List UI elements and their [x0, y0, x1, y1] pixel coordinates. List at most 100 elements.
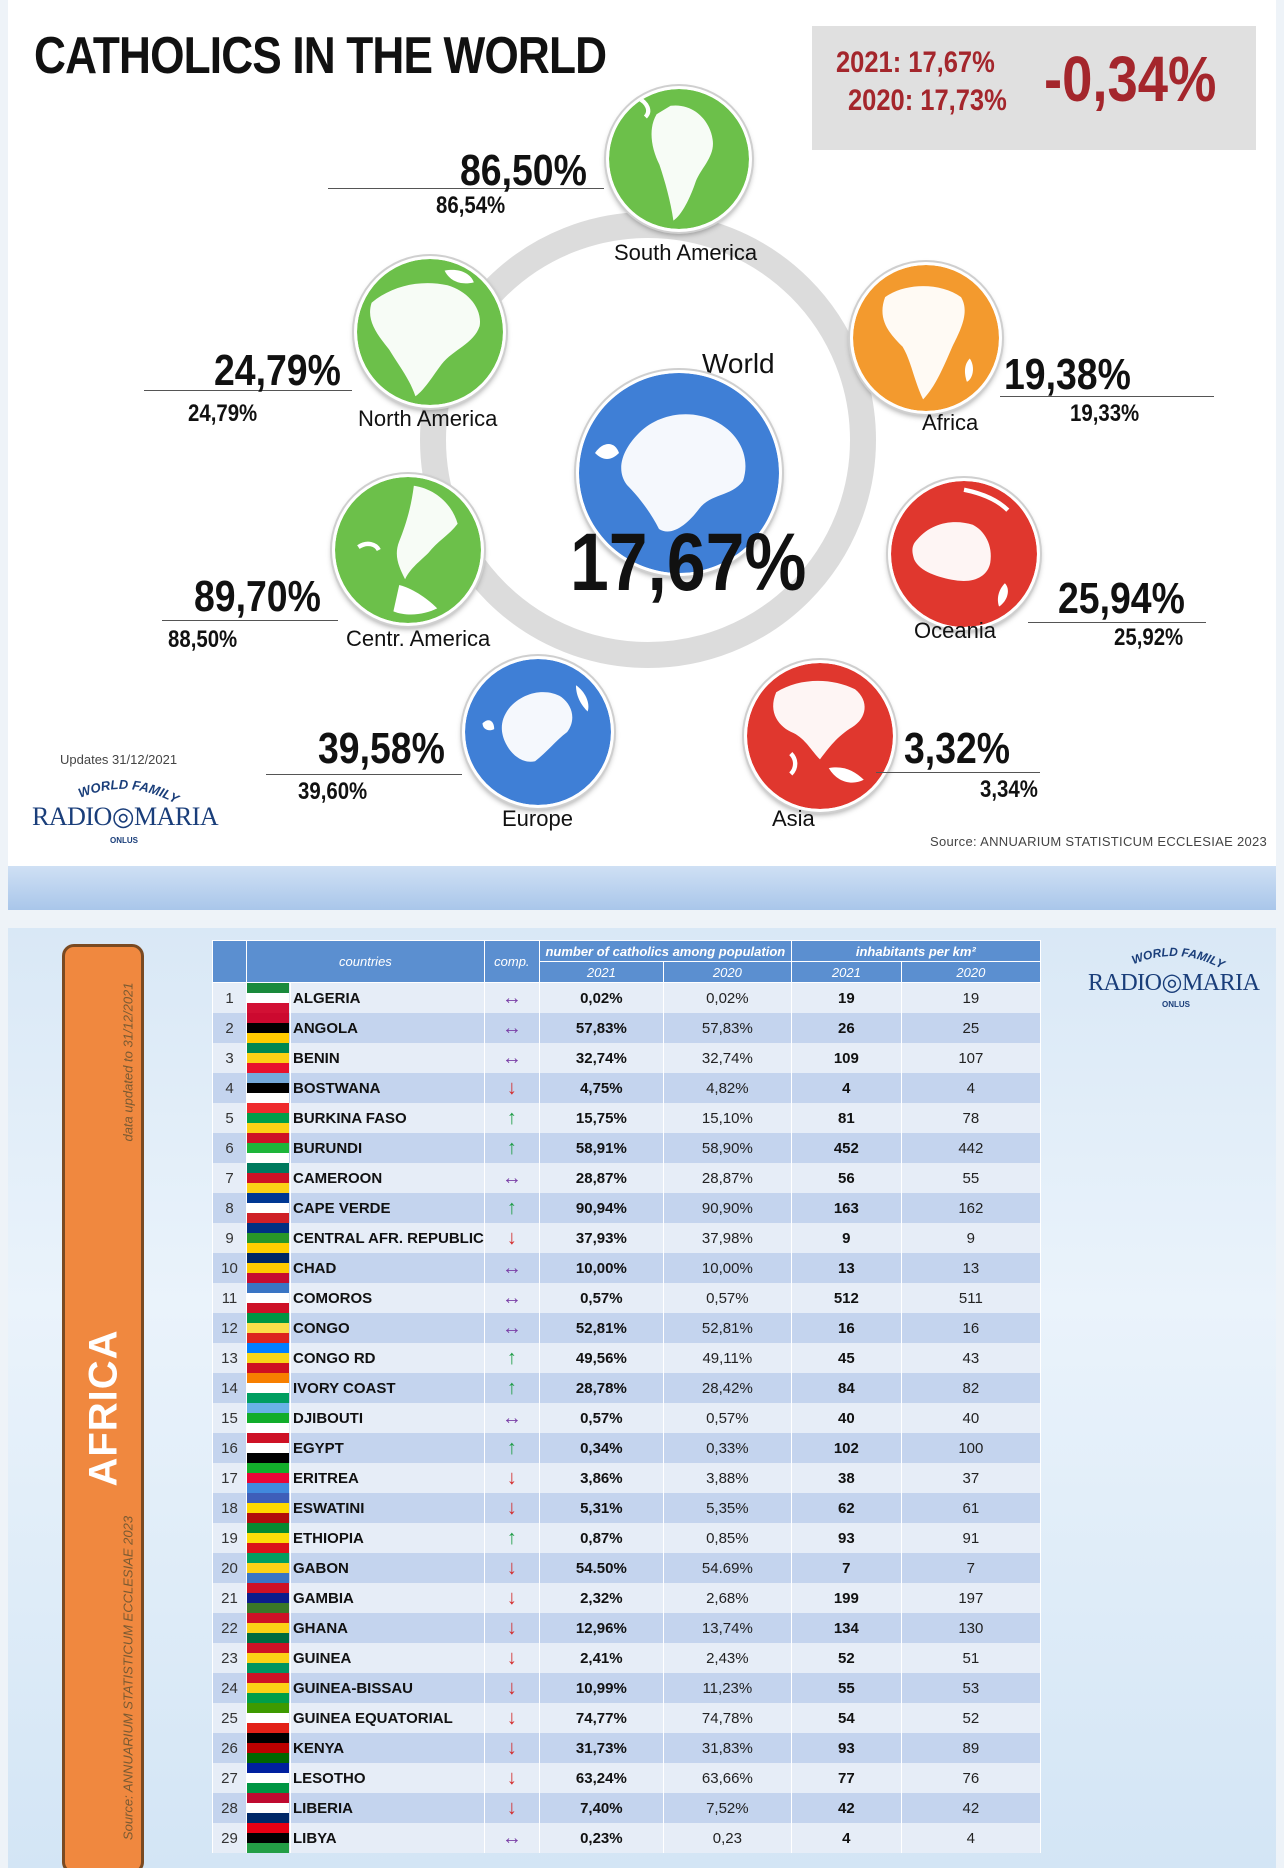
flag-icon — [246, 1553, 291, 1583]
world-label: World — [702, 348, 775, 379]
inhabitants-2021: 56 — [790, 1163, 902, 1193]
arrow-down-icon: ↓ — [483, 1703, 540, 1733]
country-name: COMOROS — [290, 1283, 485, 1313]
flag-icon — [246, 1043, 291, 1073]
inhabitants-2021: 40 — [790, 1403, 902, 1433]
oceania-pct-2020: 25,92% — [1114, 624, 1184, 651]
inhabitants-2020: 78 — [900, 1103, 1041, 1133]
central-america-pct-2020: 88,50% — [168, 626, 238, 653]
country-name: CAPE VERDE — [290, 1193, 485, 1223]
arrow-down-icon: ↓ — [483, 1613, 540, 1643]
radio-maria-logo-small: WORLD FAMILY RADIO◎MARIA ONLUS — [1088, 944, 1260, 1009]
table-row: 4 BOSTWANA ↓ 4,75% 4,82% 4 4 — [212, 1073, 1041, 1103]
row-number: 5 — [212, 1103, 247, 1133]
arrow-left-right-icon: ↔ — [483, 1253, 540, 1283]
header-inhabitants: inhabitants per km² — [790, 940, 1041, 962]
oceania-pct-2021: 25,94% — [1058, 574, 1185, 623]
inhabitants-2020: 61 — [900, 1493, 1041, 1523]
flag-icon — [246, 1133, 291, 1163]
source-note-top: Source: ANNUARIUM STATISTICUM ECCLESIAE … — [930, 834, 1268, 849]
catholics-2020: 74,78% — [662, 1703, 792, 1733]
country-name: KENYA — [290, 1733, 485, 1763]
inhabitants-2021: 54 — [790, 1703, 902, 1733]
logo-word-right: MARIA — [134, 802, 219, 831]
inhabitants-2020: 37 — [900, 1463, 1041, 1493]
flag-icon — [246, 1823, 291, 1853]
table-row: 29 LIBYA ↔ 0,23% 0,23 4 4 — [212, 1823, 1041, 1853]
table-row: 9 CENTRAL AFR. REPUBLIC ↓ 37,93% 37,98% 9 9 — [212, 1223, 1041, 1253]
table-row: 27 LESOTHO ↓ 63,24% 63,66% 77 76 — [212, 1763, 1041, 1793]
header-catholics: number of catholics among population — [538, 940, 792, 962]
central-america-label: Centr. America — [346, 626, 491, 651]
inhabitants-2020: 43 — [900, 1343, 1041, 1373]
country-name: BENIN — [290, 1043, 485, 1073]
europe-globe-icon — [462, 656, 614, 808]
flag-icon — [246, 1643, 291, 1673]
inhabitants-2021: 163 — [790, 1193, 902, 1223]
south-america-rule — [328, 188, 604, 189]
africa-rule — [1000, 396, 1214, 397]
catholics-2020: 54.69% — [662, 1553, 792, 1583]
arrow-down-icon: ↓ — [483, 1553, 540, 1583]
catholics-2021: 58,91% — [538, 1133, 664, 1163]
page-title: CATHOLICS IN THE WORLD — [34, 27, 607, 85]
inhabitants-2021: 52 — [790, 1643, 902, 1673]
africa-pct-2021: 19,38% — [1004, 350, 1131, 399]
inhabitants-2021: 102 — [790, 1433, 902, 1463]
inhabitants-2020: 16 — [900, 1313, 1041, 1343]
inhabitants-2021: 7 — [790, 1553, 902, 1583]
catholics-2021: 37,93% — [538, 1223, 664, 1253]
catholics-2021: 15,75% — [538, 1103, 664, 1133]
africa-side-tab — [62, 944, 144, 1868]
inhabitants-2020: 82 — [900, 1373, 1041, 1403]
row-number: 3 — [212, 1043, 247, 1073]
arrow-left-right-icon: ↔ — [483, 982, 540, 1013]
country-name: CONGO — [290, 1313, 485, 1343]
row-number: 2 — [212, 1013, 247, 1043]
inhabitants-2020: 9 — [900, 1223, 1041, 1253]
catholics-2020: 90,90% — [662, 1193, 792, 1223]
summary-box: 2021: 17,67% 2020: 17,73% -0,34% — [812, 26, 1256, 150]
catholics-2020: 0,33% — [662, 1433, 792, 1463]
arrow-left-right-icon: ↔ — [483, 1403, 540, 1433]
logo-onlus: ONLUS — [110, 836, 138, 845]
catholics-2021: 28,78% — [538, 1373, 664, 1403]
catholics-2020: 28,42% — [662, 1373, 792, 1403]
inhabitants-2021: 9 — [790, 1223, 902, 1253]
inhabitants-2020: 442 — [900, 1133, 1041, 1163]
inhabitants-2020: 162 — [900, 1193, 1041, 1223]
catholics-2020: 15,10% — [662, 1103, 792, 1133]
source-note-side: Source: ANNUARIUM STATISTICUM ECCLESIAE … — [120, 1515, 136, 1841]
catholics-2020: 7,52% — [662, 1793, 792, 1823]
flag-icon — [246, 1733, 291, 1763]
catholics-2020: 11,23% — [662, 1673, 792, 1703]
flag-icon — [246, 1193, 291, 1223]
catholics-2020: 28,87% — [662, 1163, 792, 1193]
catholics-2021: 28,87% — [538, 1163, 664, 1193]
country-name: ERITREA — [290, 1463, 485, 1493]
inhabitants-2021: 4 — [790, 1823, 902, 1853]
catholics-2020: 0,57% — [662, 1403, 792, 1433]
europe-pct-2020: 39,60% — [298, 778, 368, 805]
flag-icon — [246, 1583, 291, 1613]
data-updated-note: data updated to 31/12/2021 — [120, 982, 136, 1142]
table-row: 2 ANGOLA ↔ 57,83% 57,83% 26 25 — [212, 1013, 1041, 1043]
country-name: CHAD — [290, 1253, 485, 1283]
inhabitants-2021: 84 — [790, 1373, 902, 1403]
inhabitants-2020: 40 — [900, 1403, 1041, 1433]
country-name: LIBERIA — [290, 1793, 485, 1823]
arrow-down-icon: ↓ — [483, 1493, 540, 1523]
table-row: 18 ESWATINI ↓ 5,31% 5,35% 62 61 — [212, 1493, 1041, 1523]
oceania-globe-icon — [888, 478, 1040, 630]
central-america-rule — [162, 620, 338, 621]
catholics-2020: 31,83% — [662, 1733, 792, 1763]
arrow-down-icon: ↓ — [483, 1463, 540, 1493]
table-row: 23 GUINEA ↓ 2,41% 2,43% 52 51 — [212, 1643, 1041, 1673]
row-number: 12 — [212, 1313, 247, 1343]
flag-icon — [246, 1343, 291, 1373]
row-number: 6 — [212, 1133, 247, 1163]
flag-icon — [246, 1433, 291, 1463]
catholics-2021: 49,56% — [538, 1343, 664, 1373]
catholics-2020: 10,00% — [662, 1253, 792, 1283]
inhabitants-2020: 13 — [900, 1253, 1041, 1283]
